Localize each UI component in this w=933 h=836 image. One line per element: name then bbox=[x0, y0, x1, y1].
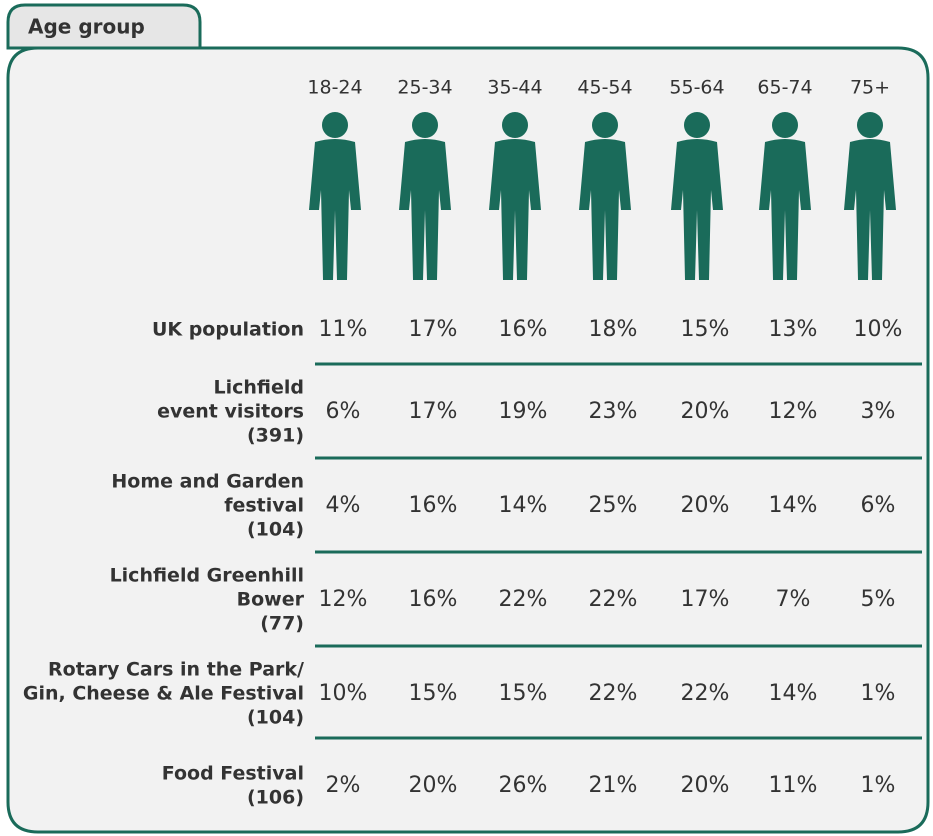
cell-value: 5% bbox=[861, 587, 896, 612]
cell-value: 12% bbox=[319, 587, 368, 612]
cell-value: 21% bbox=[589, 773, 638, 798]
cell-value: 11% bbox=[769, 773, 818, 798]
cell-value: 17% bbox=[409, 317, 458, 342]
cell-value: 18% bbox=[589, 317, 638, 342]
cell-value: 1% bbox=[861, 773, 896, 798]
cell-value: 7% bbox=[776, 587, 811, 612]
cell-value: 20% bbox=[681, 773, 730, 798]
cell-value: 25% bbox=[589, 493, 638, 518]
row-label: Lichfield Greenhill bbox=[110, 565, 304, 587]
row-label: Food Festival bbox=[162, 763, 304, 785]
cell-value: 10% bbox=[319, 681, 368, 706]
cell-value: 14% bbox=[769, 681, 818, 706]
row-label: (391) bbox=[247, 425, 304, 447]
cell-value: 2% bbox=[326, 773, 361, 798]
row-label: Gin, Cheese & Ale Festival bbox=[23, 683, 304, 705]
cell-value: 20% bbox=[409, 773, 458, 798]
cell-value: 22% bbox=[681, 681, 730, 706]
cell-value: 13% bbox=[769, 317, 818, 342]
tab bbox=[6, 3, 202, 50]
cell-value: 14% bbox=[499, 493, 548, 518]
tab-label: Age group bbox=[28, 15, 145, 39]
cell-value: 23% bbox=[589, 399, 638, 424]
column-header: 75+ bbox=[850, 77, 890, 99]
cell-value: 10% bbox=[854, 317, 903, 342]
cell-value: 22% bbox=[589, 587, 638, 612]
cell-value: 20% bbox=[681, 399, 730, 424]
cell-value: 22% bbox=[589, 681, 638, 706]
row-label: event visitors bbox=[157, 401, 304, 423]
column-header: 65-74 bbox=[757, 77, 812, 99]
cell-value: 12% bbox=[769, 399, 818, 424]
cell-value: 17% bbox=[681, 587, 730, 612]
column-header: 18-24 bbox=[307, 77, 362, 99]
cell-value: 19% bbox=[499, 399, 548, 424]
column-header: 55-64 bbox=[669, 77, 724, 99]
row-label: festival bbox=[224, 495, 304, 517]
cell-value: 6% bbox=[861, 493, 896, 518]
row-label: (106) bbox=[247, 787, 304, 809]
column-header: 35-44 bbox=[487, 77, 542, 99]
cell-value: 11% bbox=[319, 317, 368, 342]
cell-value: 26% bbox=[499, 773, 548, 798]
row-label: Lichfield bbox=[214, 377, 305, 399]
cell-value: 16% bbox=[409, 493, 458, 518]
row-label: Home and Garden bbox=[111, 471, 304, 493]
row-label: (104) bbox=[247, 519, 304, 541]
cell-value: 3% bbox=[861, 399, 896, 424]
column-header: 25-34 bbox=[397, 77, 452, 99]
row-label: (77) bbox=[260, 613, 304, 635]
cell-value: 6% bbox=[326, 399, 361, 424]
cell-value: 22% bbox=[499, 587, 548, 612]
column-header: 45-54 bbox=[577, 77, 632, 99]
cell-value: 15% bbox=[681, 317, 730, 342]
cell-value: 16% bbox=[409, 587, 458, 612]
row-label: Rotary Cars in the Park/ bbox=[48, 659, 304, 681]
cell-value: 17% bbox=[409, 399, 458, 424]
cell-value: 14% bbox=[769, 493, 818, 518]
cell-value: 20% bbox=[681, 493, 730, 518]
row-label: Bower bbox=[237, 589, 305, 611]
row-label: UK population bbox=[152, 319, 304, 341]
cell-value: 15% bbox=[409, 681, 458, 706]
cell-value: 15% bbox=[499, 681, 548, 706]
cell-value: 1% bbox=[861, 681, 896, 706]
cell-value: 4% bbox=[326, 493, 361, 518]
cell-value: 16% bbox=[499, 317, 548, 342]
row-label: (104) bbox=[247, 707, 304, 729]
